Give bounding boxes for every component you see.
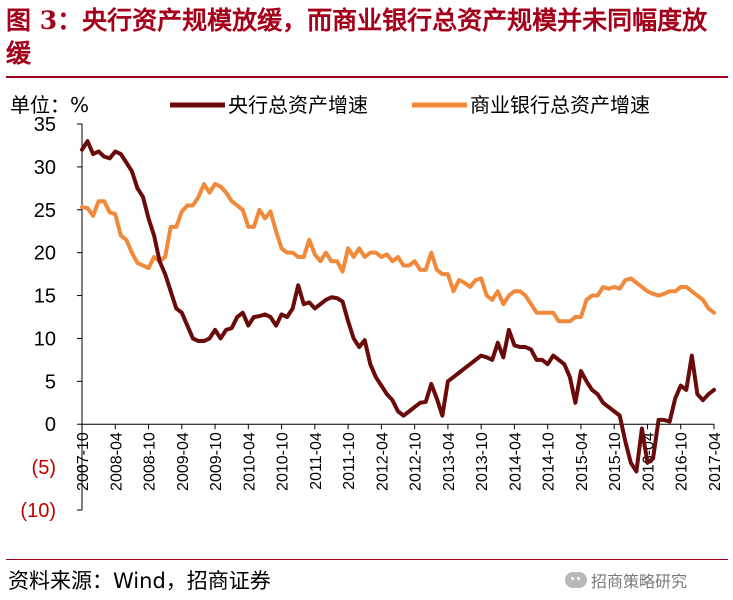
x-tick-label: 2007-10 (75, 432, 92, 491)
x-tick-label: 2014-10 (541, 432, 558, 491)
x-tick-label: 2012-10 (408, 432, 425, 491)
y-tick-label: 30 (34, 157, 56, 179)
x-tick-label: 2014-04 (507, 432, 524, 491)
y-tick-label: 20 (34, 243, 56, 265)
x-tick-label: 2009-04 (175, 432, 192, 491)
watermark-text: 招商策略研究 (591, 572, 688, 591)
y-axis: 35 30 25 20 15 10 5 0 (5) (10) (20, 114, 83, 522)
x-tick-label: 2010-04 (241, 432, 258, 491)
y-tick-label: (5) (32, 457, 56, 479)
y-tick-label: 25 (34, 200, 56, 222)
legend-label: 央行总资产增速 (228, 93, 368, 117)
y-tick-label: 10 (34, 328, 56, 350)
source-note: 资料来源：Wind，招商证券 (8, 569, 271, 593)
y-tick-label: 15 (34, 286, 56, 308)
series-group (80, 139, 716, 474)
x-tick-label: 2010-10 (275, 432, 292, 491)
wechat-icon (565, 572, 587, 588)
x-tick-label: 2008-10 (142, 432, 159, 491)
watermark: 招商策略研究 (565, 568, 687, 592)
x-tick-label: 2015-04 (574, 432, 591, 491)
y-tick-label: 5 (45, 371, 56, 393)
y-tick-label: (10) (20, 500, 56, 522)
footer-divider (6, 559, 728, 560)
x-tick-label: 2013-10 (474, 432, 491, 491)
x-tick-label: 2017-04 (707, 432, 724, 491)
line-chart: 35 30 25 20 15 10 5 0 (5) (10) 2007-10 2008-04 2008… (10, 93, 724, 522)
x-tick-label: 2016-10 (674, 432, 691, 491)
legend-label: 商业银行总资产增速 (470, 93, 650, 117)
chart-title: 图 3：央行资产规模放缓，而商业银行总资产规模并未同幅度放缓 (6, 6, 708, 68)
x-tick-label: 2008-04 (108, 432, 125, 491)
x-tick-label: 2009-10 (208, 432, 225, 491)
y-tick-label: 35 (34, 114, 56, 136)
series-line-commercial-banks (80, 182, 716, 324)
x-tick-label: 2012-04 (374, 432, 391, 491)
x-tick-label: 2013-04 (441, 432, 458, 491)
x-tick-label: 2015-10 (607, 432, 624, 491)
x-tick-label: 2011-04 (308, 432, 325, 490)
x-axis: 2007-10 2008-04 2008-10 2009-04 2009-10 2010-… (75, 423, 724, 491)
y-axis-unit-label: 单位：% (10, 93, 89, 117)
title-divider (6, 76, 728, 78)
legend: 央行总资产增速 商业银行总资产增速 (170, 93, 650, 117)
y-tick-label: 0 (45, 414, 56, 436)
series-line-central-bank (80, 139, 716, 474)
x-tick-label: 2011-10 (341, 432, 358, 490)
